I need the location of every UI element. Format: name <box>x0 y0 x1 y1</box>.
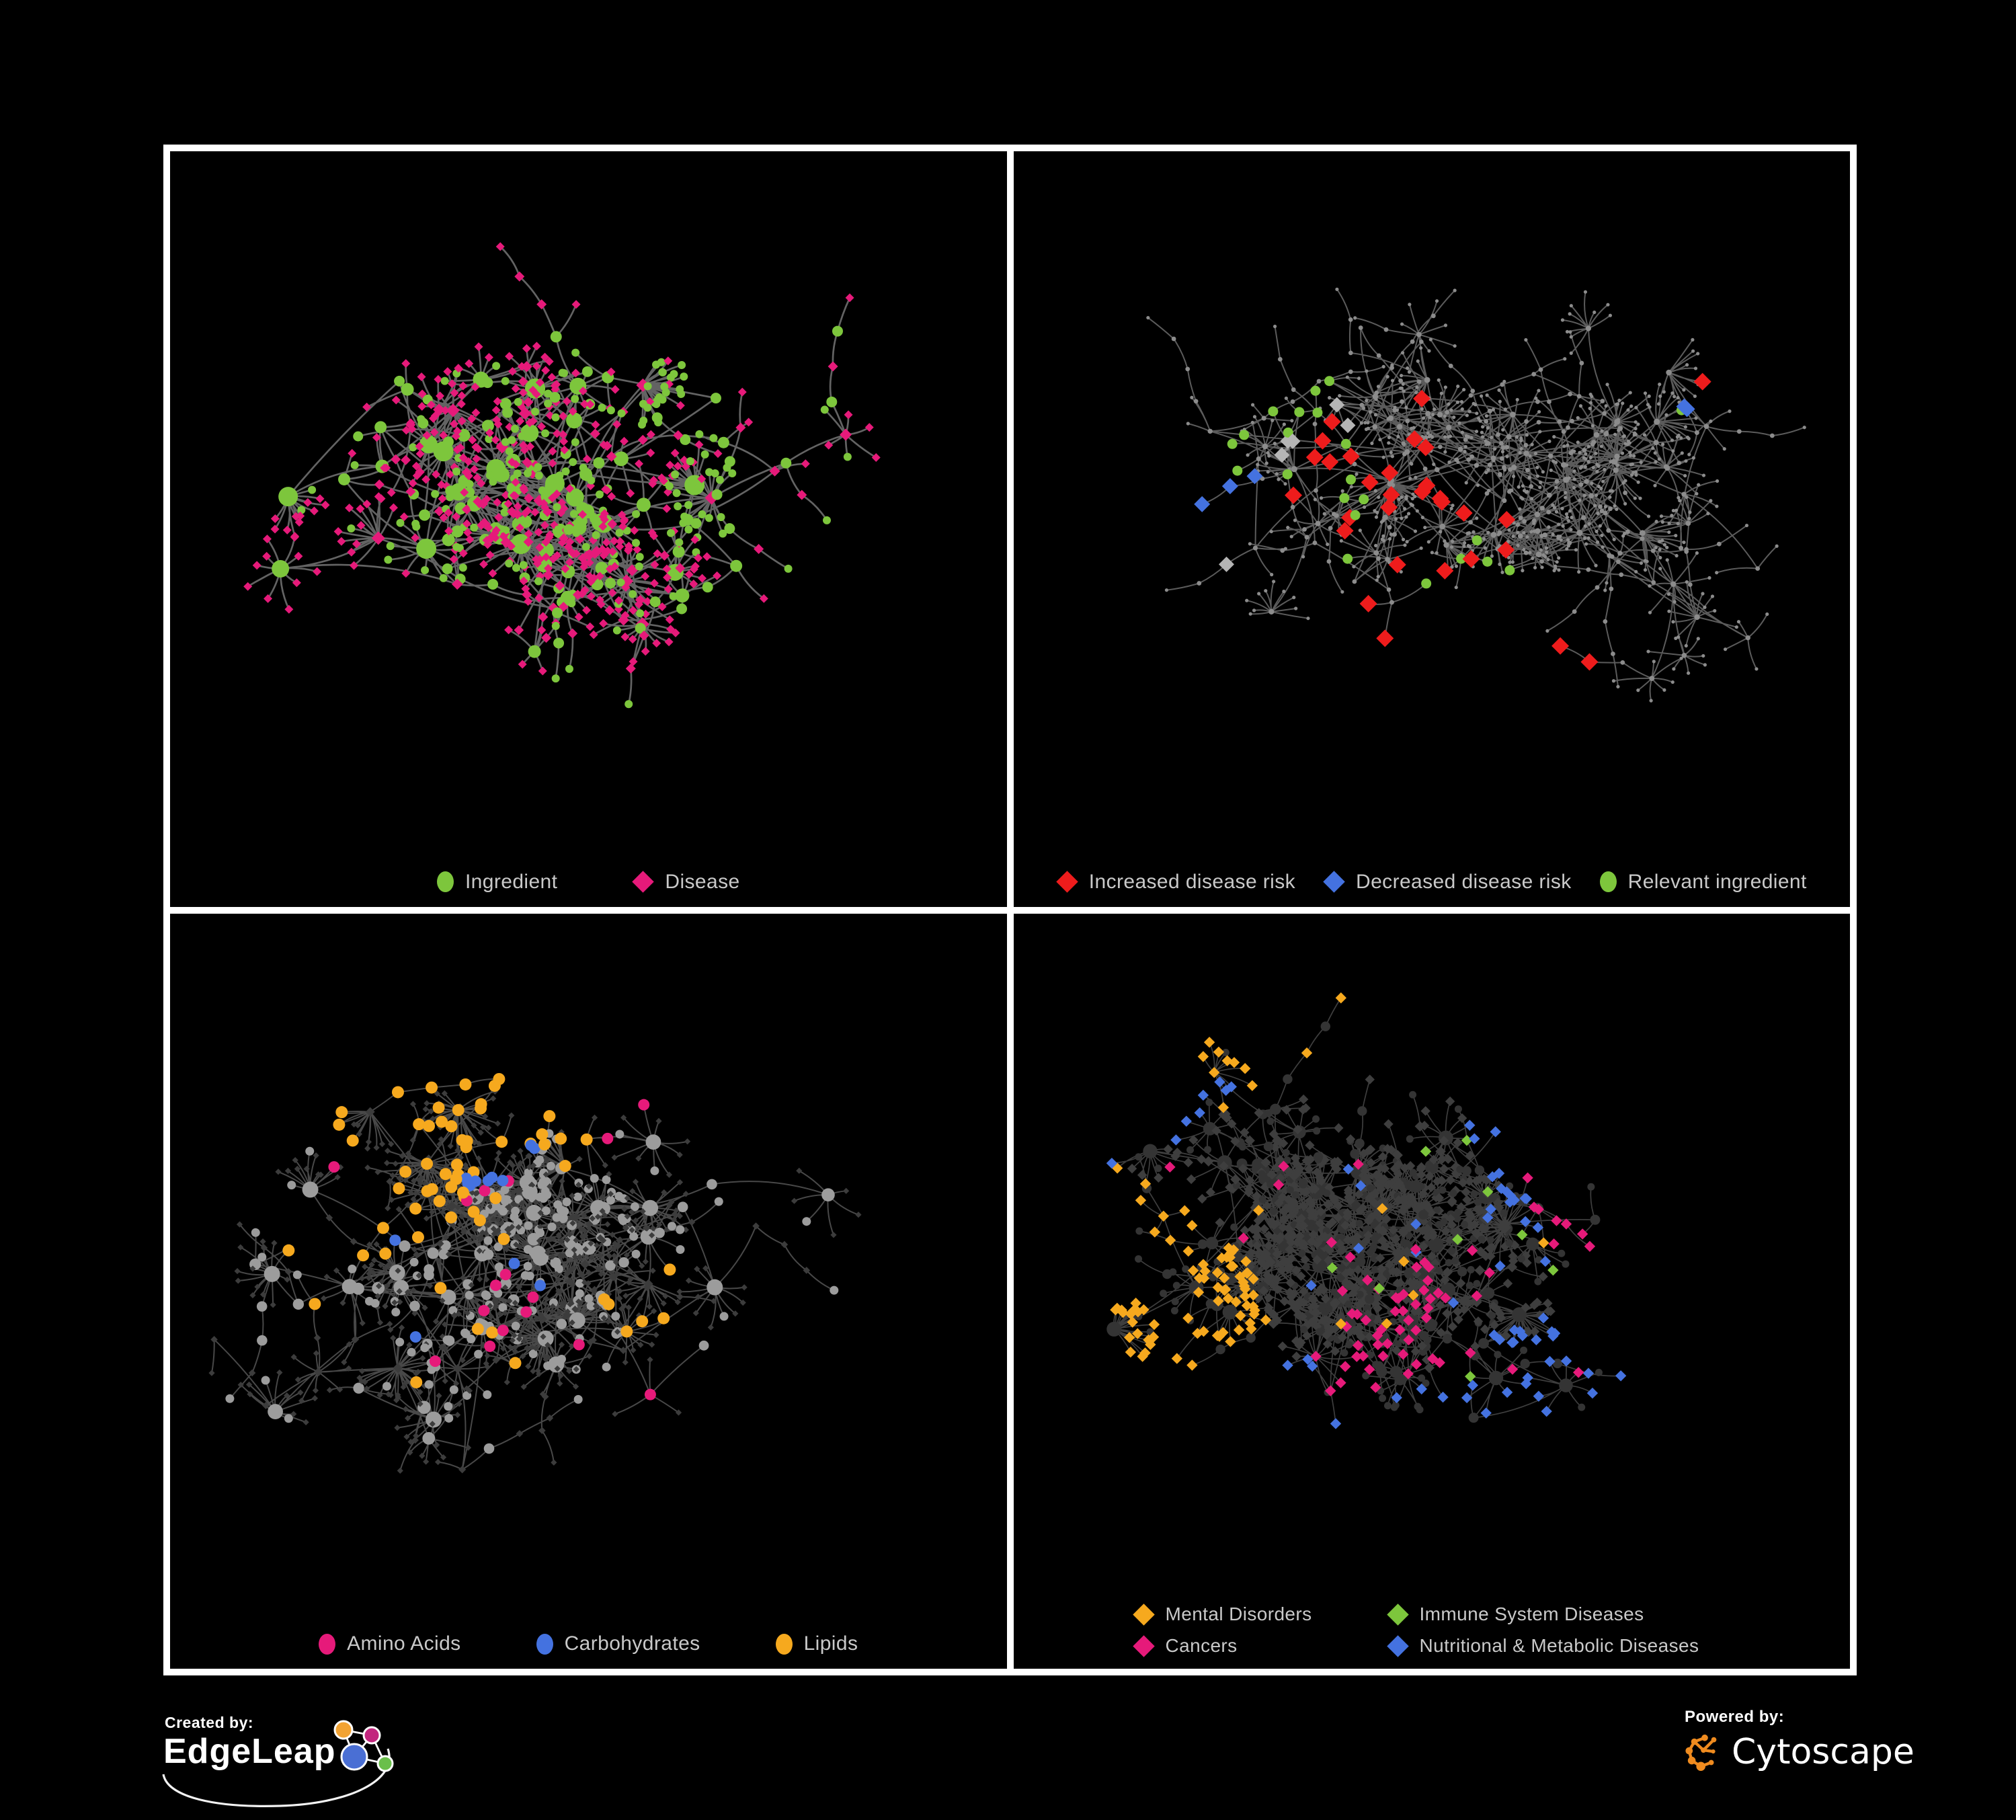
diamond-marker-icon <box>632 871 655 893</box>
legend-label: Ingredient <box>465 870 558 893</box>
legend-item-cancers: Cancers <box>1132 1634 1387 1657</box>
legend-label: Carbohydrates <box>564 1632 700 1655</box>
legend-disease-risk: Increased disease risk Decreased disease … <box>1014 871 1851 894</box>
panel-disease-risk: Increased disease risk Decreased disease … <box>1013 151 1851 907</box>
legend-label: Immune System Diseases <box>1419 1604 1644 1624</box>
legend-item-amino-acids: Amino Acids <box>319 1632 460 1655</box>
legend-label: Cancers <box>1165 1635 1238 1656</box>
circle-marker-icon <box>319 1633 336 1655</box>
legend-item-carbohydrates: Carbohydrates <box>536 1632 700 1655</box>
legend-item-decreased-disease-risk: Decreased disease risk <box>1323 870 1572 894</box>
diamond-marker-icon <box>1132 1634 1155 1657</box>
legend-label: Disease <box>665 870 740 893</box>
legend-item-mental-disorders: Mental Disorders <box>1132 1603 1387 1626</box>
legend-nutrient-categories: Amino Acids Carbohydrates Lipids <box>170 1632 1007 1655</box>
nutrient-category-graph <box>208 1072 862 1474</box>
legend-item-relevant-ingredient: Relevant ingredient <box>1599 870 1807 894</box>
circle-marker-icon <box>775 1633 793 1655</box>
diamond-marker-icon <box>1386 1634 1409 1657</box>
diamond-marker-icon <box>1323 871 1345 893</box>
powered-by-label: Powered by: <box>1685 1708 1785 1726</box>
diamond-marker-icon <box>1055 871 1078 893</box>
legend-label: Increased disease risk <box>1088 870 1296 893</box>
edgeleap-wordmark: EdgeLeap <box>163 1732 336 1771</box>
circle-marker-icon <box>536 1633 553 1655</box>
network-grid: Ingredient Disease Increased disease risk… <box>163 145 1857 1675</box>
panel-ingredient-disease: Ingredient Disease <box>170 151 1007 907</box>
ingredient-disease-graph <box>243 242 881 709</box>
cytoscape-logo-icon <box>1685 1734 1717 1772</box>
cytoscape-wordmark: Cytoscape <box>1732 1732 1914 1772</box>
diamond-marker-icon <box>1386 1603 1409 1626</box>
legend-item-nutritional-metabolic-diseases: Nutritional & Metabolic Diseases <box>1386 1634 1699 1657</box>
legend-label: Lipids <box>803 1632 858 1655</box>
created-by-label: Created by: <box>165 1714 254 1731</box>
legend-disease-categories: Mental Disorders Immune System Diseases Ca… <box>1132 1603 1699 1657</box>
legend-label: Decreased disease risk <box>1356 870 1572 893</box>
disease-category-graph <box>1106 992 1626 1429</box>
panel-disease-categories: Mental Disorders Immune System Diseases Ca… <box>1013 913 1850 1669</box>
circle-marker-icon <box>1599 871 1617 892</box>
disease-risk-graph <box>1145 287 1806 703</box>
legend-item-increased-disease-risk: Increased disease risk <box>1055 870 1296 894</box>
legend-label: Relevant ingredient <box>1627 870 1807 893</box>
edgeleap-logo-icon <box>162 1720 394 1807</box>
legend-item-disease: Disease <box>632 870 740 894</box>
cytoscape-brand: Powered by: <box>1685 1708 1914 1772</box>
legend-item-immune-system-diseases: Immune System Diseases <box>1386 1603 1699 1626</box>
legend-ingredient-disease: Ingredient Disease <box>170 871 1007 894</box>
legend-label: Nutritional & Metabolic Diseases <box>1419 1635 1699 1656</box>
legend-item-ingredient: Ingredient <box>436 870 558 894</box>
legend-label: Mental Disorders <box>1165 1604 1312 1624</box>
circle-marker-icon <box>436 871 454 892</box>
edgeleap-brand: Created by: EdgeLeap <box>162 1714 412 1815</box>
legend-label: Amino Acids <box>347 1632 461 1655</box>
panel-nutrient-categories: Amino Acids Carbohydrates Lipids <box>170 913 1007 1669</box>
legend-item-lipids: Lipids <box>775 1632 858 1655</box>
diamond-marker-icon <box>1132 1603 1155 1626</box>
